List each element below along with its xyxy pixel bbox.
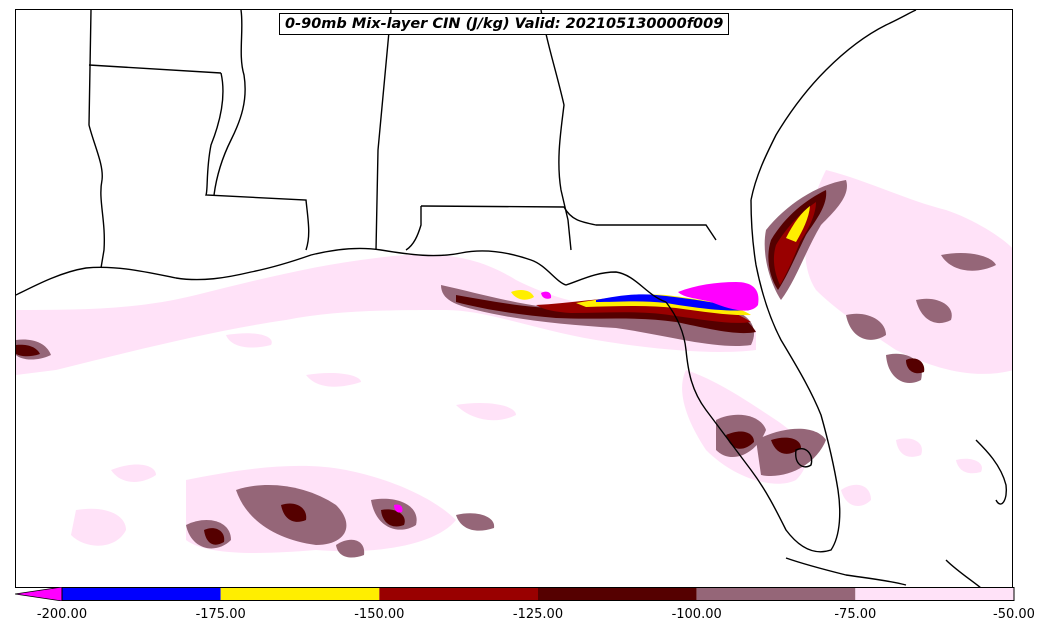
cin-field-magenta (394, 282, 759, 513)
cin-field-light-pink (16, 170, 1012, 553)
map-title: 0-90mb Mix-layer CIN (J/kg) Valid: 20210… (279, 13, 730, 35)
coastlines-and-borders (16, 10, 1008, 587)
colorbar-segment (379, 587, 538, 601)
colorbar-tick-label: -150.00 (354, 607, 405, 622)
colorbar-segment (220, 587, 380, 601)
colorbar-tick-label: -75.00 (834, 607, 877, 622)
colorbar-segment (538, 587, 697, 601)
colorbar-segment (855, 587, 1014, 601)
colorbar-segments (62, 587, 1014, 601)
colorbar-outline (61, 587, 1015, 601)
colorbar-segment (696, 587, 856, 601)
colorbar-extend-triangle (15, 587, 63, 601)
colorbar-tick-label: -175.00 (195, 607, 246, 622)
map-panel (15, 9, 1013, 588)
colorbar-segment (62, 587, 221, 601)
colorbar (15, 587, 1015, 601)
colorbar-tick-label: -100.00 (671, 607, 722, 622)
colorbar-tick-label: -50.00 (993, 607, 1035, 622)
map-svg (16, 10, 1012, 587)
colorbar-tick-label: -200.00 (36, 607, 88, 622)
colorbar-tick-label: -125.00 (512, 607, 564, 622)
